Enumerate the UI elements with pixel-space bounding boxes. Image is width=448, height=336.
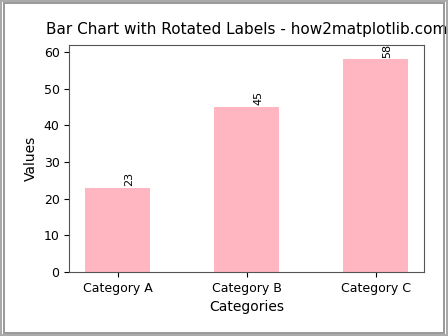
Bar [344,59,408,272]
Text: 58: 58 [382,44,392,58]
Y-axis label: Values: Values [24,136,38,181]
Bar [215,107,279,272]
Text: 45: 45 [253,91,263,105]
Bar [86,188,150,272]
Text: 23: 23 [124,172,134,186]
Title: Bar Chart with Rotated Labels - how2matplotlib.com: Bar Chart with Rotated Labels - how2matp… [46,22,447,37]
X-axis label: Categories: Categories [209,300,284,314]
